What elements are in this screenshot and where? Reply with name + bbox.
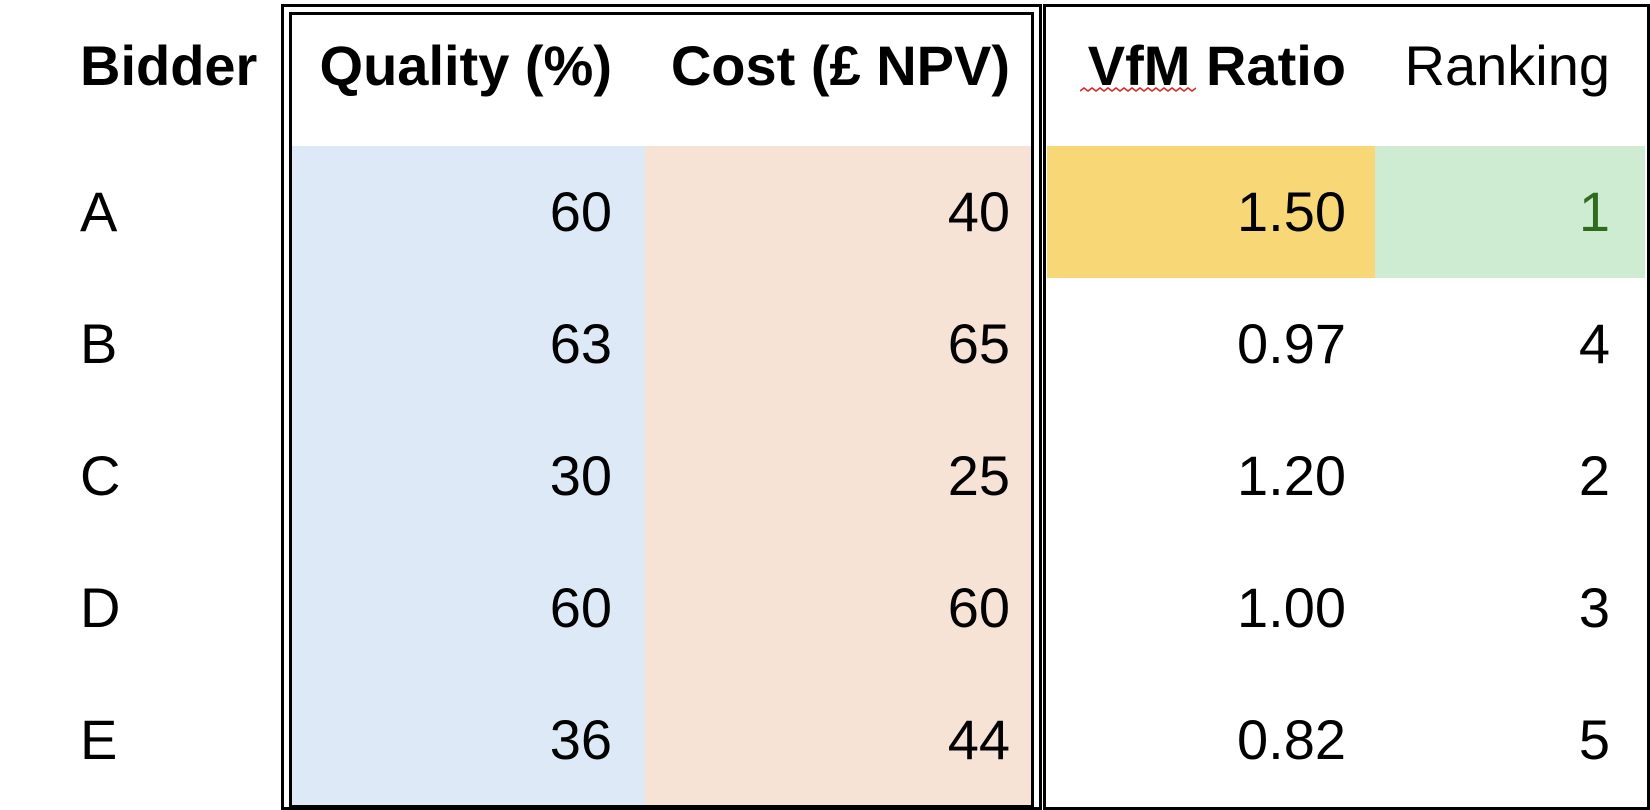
quality-column-fill: [291, 146, 645, 806]
quality-cell: 36: [549, 708, 612, 771]
header-bidder: Bidder: [80, 34, 258, 97]
vfm-cell: 0.97: [1237, 312, 1346, 375]
best-ranking-highlight: [1375, 146, 1645, 278]
header-quality: Quality (%): [319, 34, 612, 97]
cost-cell: 44: [947, 708, 1010, 771]
quality-cell: 60: [549, 180, 612, 243]
header-vfm-ratio: VfM Ratio: [1087, 34, 1346, 97]
vfm-cell: 1.20: [1237, 444, 1346, 507]
vfm-cell: 0.82: [1237, 708, 1346, 771]
bidder-cell: C: [80, 444, 121, 507]
ranking-cell: 1: [1578, 180, 1610, 243]
cost-cell: 25: [947, 444, 1010, 507]
bidder-cell: A: [80, 180, 118, 243]
vfm-cell: 1.50: [1237, 180, 1346, 243]
result-block-border: [1043, 4, 1650, 810]
quality-cell: 60: [549, 576, 612, 639]
input-block-inner-border: [289, 12, 1034, 808]
vfm-cell: 1.00: [1237, 576, 1346, 639]
header-cost: Cost (£ NPV): [670, 34, 1010, 97]
bidder-cell: B: [80, 312, 118, 375]
input-block-outer-border: [281, 4, 1042, 810]
cost-column-fill: [645, 146, 1032, 806]
cost-cell: 60: [947, 576, 1010, 639]
bidder-cell: E: [80, 708, 118, 771]
spellcheck-underline: [1080, 87, 1196, 92]
cost-cell: 40: [947, 180, 1010, 243]
best-vfm-highlight: [1047, 146, 1375, 278]
ranking-cell: 4: [1578, 312, 1610, 375]
cost-cell: 65: [947, 312, 1010, 375]
ranking-cell: 2: [1578, 444, 1610, 507]
ranking-cell: 3: [1578, 576, 1610, 639]
quality-cell: 63: [549, 312, 612, 375]
bidder-cell: D: [80, 576, 121, 639]
ranking-cell: 5: [1578, 708, 1610, 771]
header-ranking: Ranking: [1404, 34, 1610, 97]
quality-cell: 30: [549, 444, 612, 507]
